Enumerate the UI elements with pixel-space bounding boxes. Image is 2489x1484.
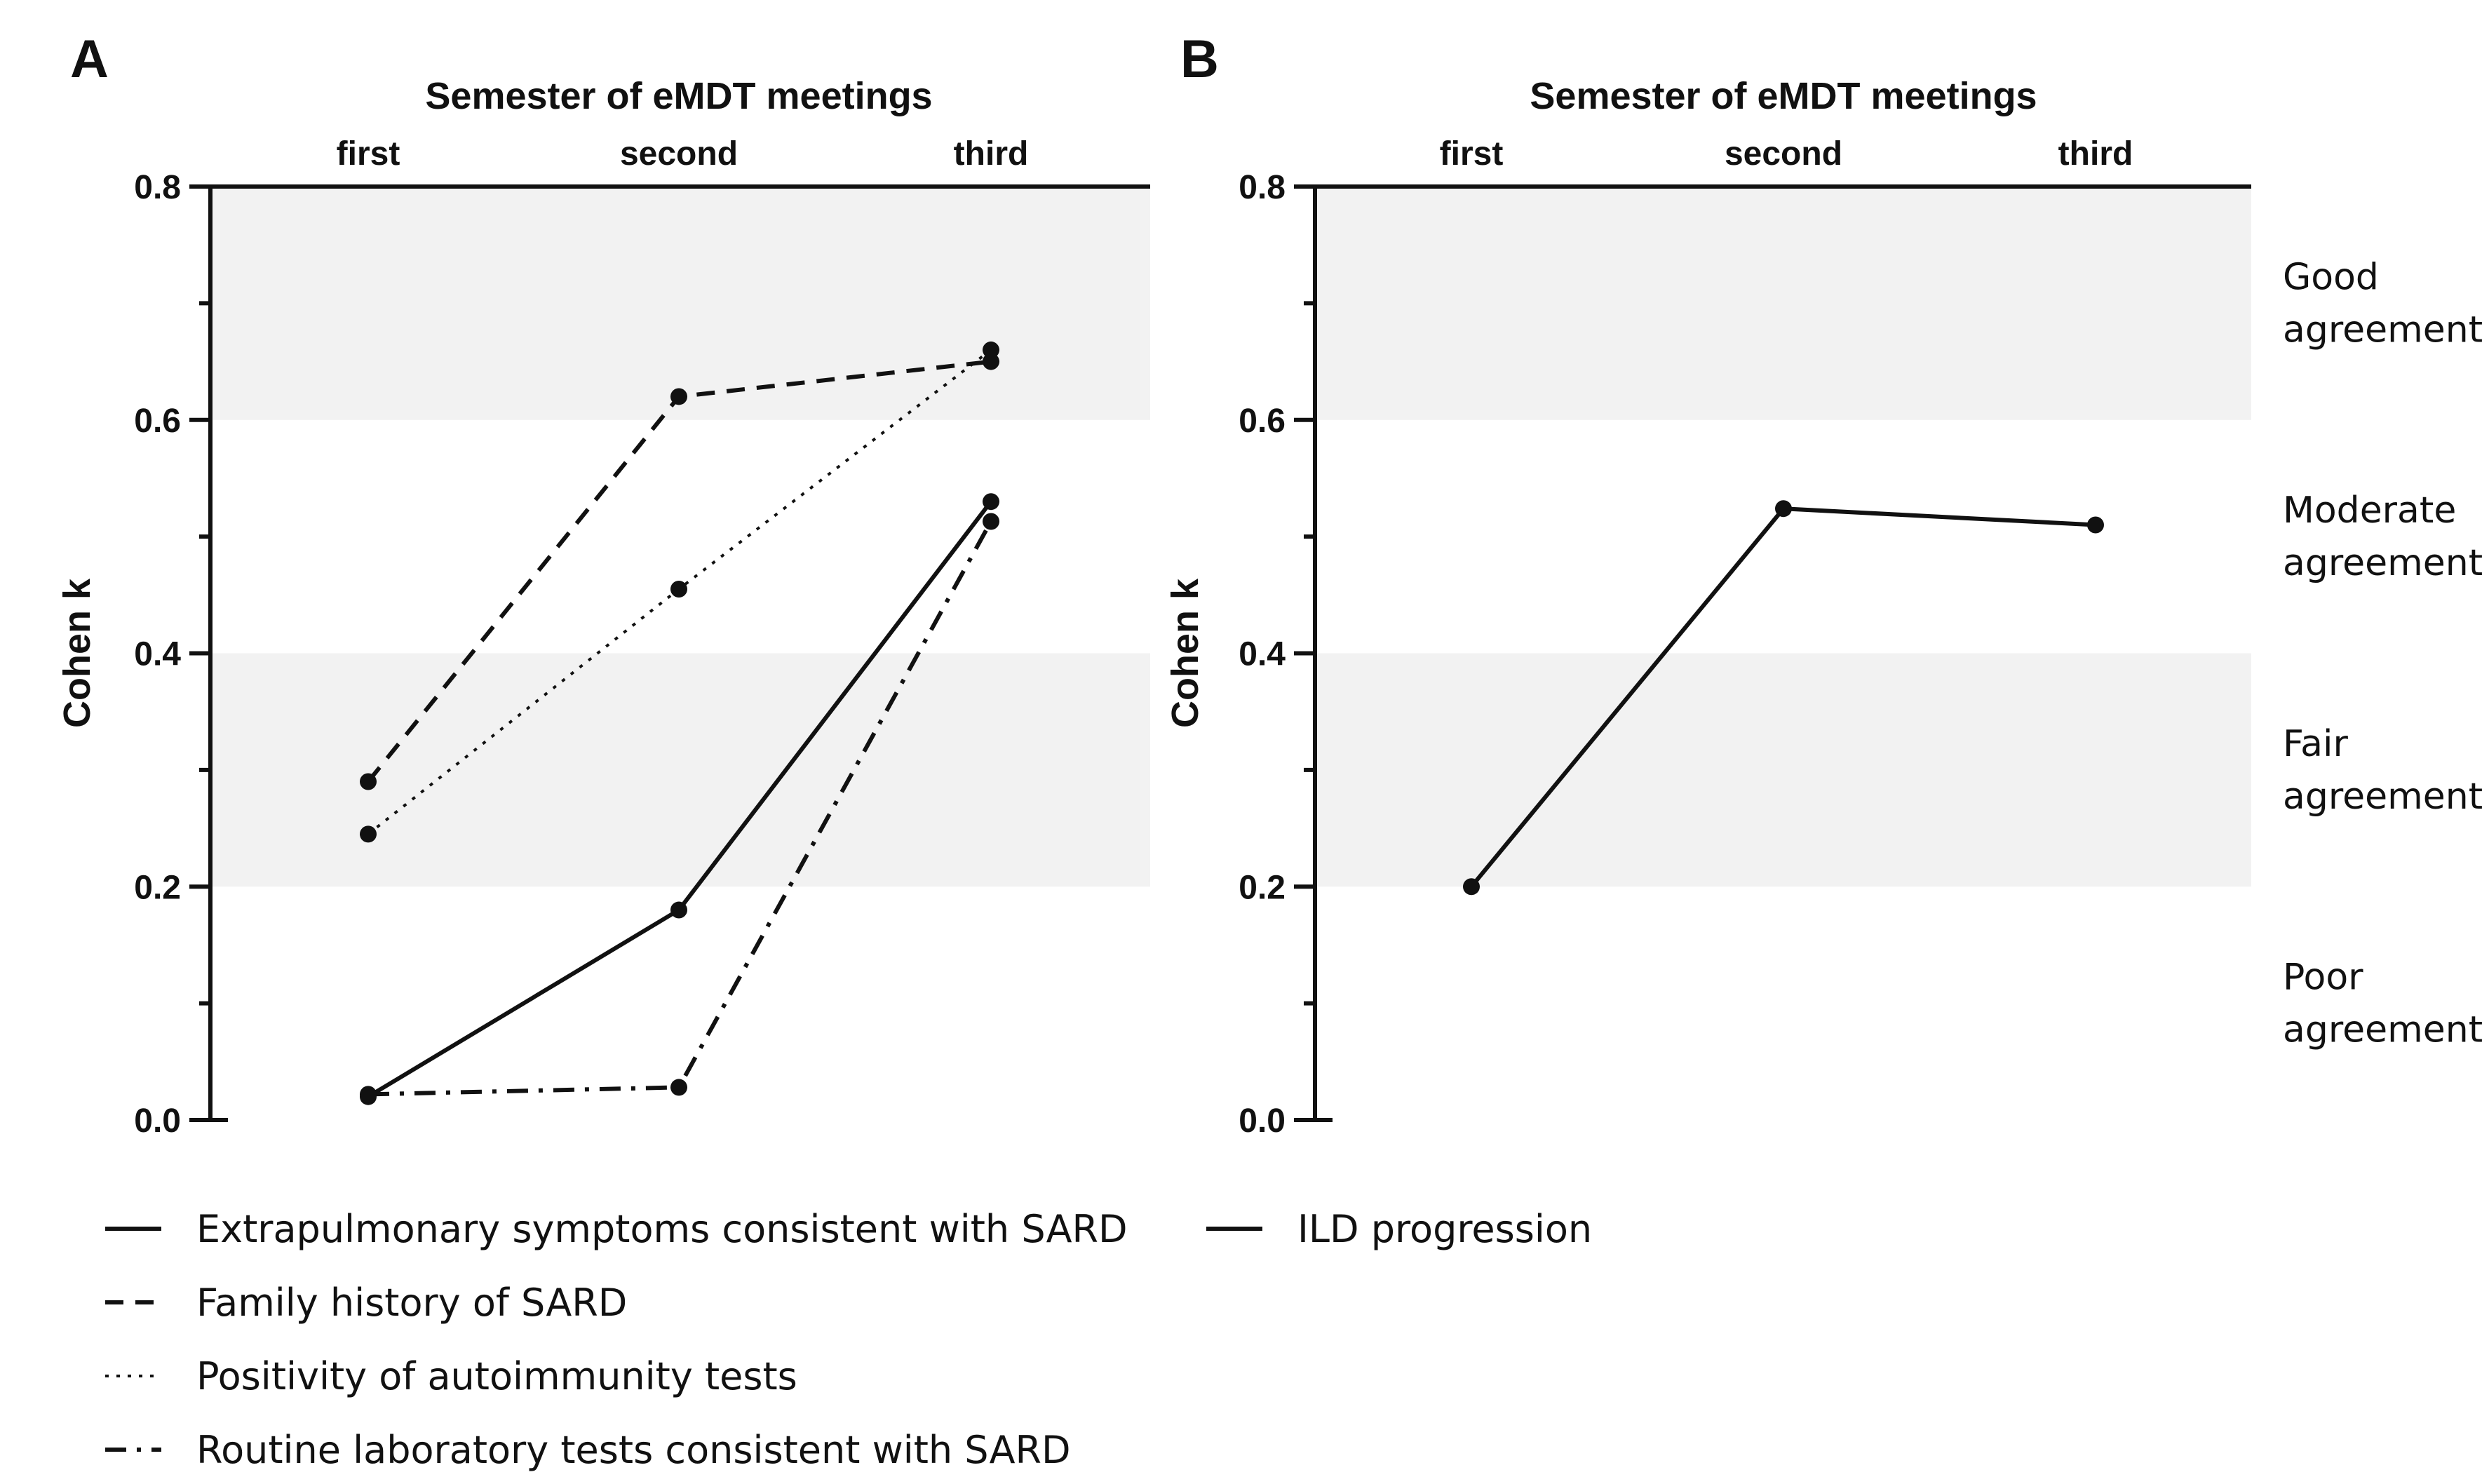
x-tick-label: second — [1725, 135, 1842, 173]
y-axis-title: Cohen k — [56, 578, 98, 728]
y-tick-label: 0.8 — [134, 169, 181, 206]
data-point — [360, 825, 377, 843]
agreement-label-line2: agreement — [2283, 776, 2483, 818]
y-tick-label: 0.0 — [1239, 1102, 1286, 1140]
y-tick-label: 0.6 — [1239, 403, 1286, 440]
x-tick-label: second — [620, 135, 738, 173]
y-tick-label: 0.4 — [1239, 636, 1286, 673]
legend-label: Extrapulmonary symptoms consistent with … — [196, 1207, 1128, 1251]
agreement-band — [1315, 187, 2251, 420]
data-point — [360, 1086, 377, 1103]
x-tick-label: third — [2058, 135, 2133, 173]
legend-label: ILD progression — [1297, 1207, 1592, 1251]
data-point — [983, 513, 999, 530]
agreement-band — [210, 187, 1150, 420]
data-point — [1775, 500, 1792, 518]
agreement-label-line1: Moderate — [2283, 490, 2456, 532]
data-point — [2087, 516, 2104, 534]
panel-label: B — [1180, 29, 1219, 89]
agreement-label-line1: Poor — [2283, 957, 2363, 999]
y-axis-title: Cohen k — [1164, 578, 1206, 728]
agreement-label-line2: agreement — [2283, 309, 2483, 351]
x-tick-label: first — [1440, 135, 1504, 173]
y-tick-label: 0.0 — [134, 1102, 181, 1140]
y-tick-label: 0.6 — [134, 403, 181, 440]
agreement-label-line2: agreement — [2283, 1009, 2483, 1051]
chart-title: Semester of eMDT meetings — [1530, 75, 2037, 117]
x-tick-label: third — [954, 135, 1029, 173]
data-point — [360, 773, 377, 790]
agreement-label-line1: Fair — [2283, 723, 2348, 765]
y-tick-label: 0.2 — [134, 869, 181, 906]
y-tick-label: 0.4 — [134, 636, 181, 673]
chart-title: Semester of eMDT meetings — [425, 75, 932, 117]
y-tick-label: 0.2 — [1239, 869, 1286, 906]
data-point — [1463, 878, 1480, 896]
legend-label: Routine laboratory tests consistent with… — [196, 1428, 1071, 1472]
legend-label: Positivity of autoimmunity tests — [196, 1354, 797, 1398]
agreement-band — [1315, 653, 2251, 887]
data-point — [983, 493, 999, 511]
data-point — [670, 388, 687, 405]
agreement-label-line1: Good — [2283, 256, 2379, 298]
data-point — [983, 341, 999, 358]
legend-label: Family history of SARD — [196, 1281, 627, 1325]
data-point — [983, 353, 999, 370]
agreement-label-line2: agreement — [2283, 542, 2483, 584]
agreement-band — [210, 653, 1150, 887]
data-point — [670, 1079, 687, 1096]
panel-label: A — [70, 29, 109, 89]
x-tick-label: first — [337, 135, 400, 173]
y-tick-label: 0.8 — [1239, 169, 1286, 206]
data-point — [670, 901, 687, 919]
data-point — [670, 580, 687, 598]
